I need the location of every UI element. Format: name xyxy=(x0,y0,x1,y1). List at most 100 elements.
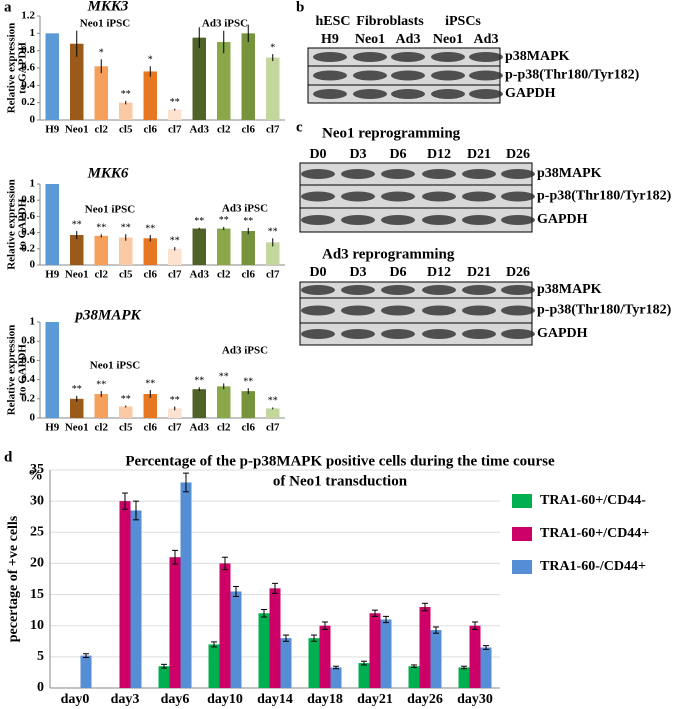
y-tick-label: 0.6 xyxy=(21,354,35,366)
bar xyxy=(192,389,206,418)
x-tick-label: day6 xyxy=(161,692,190,707)
bar xyxy=(266,408,280,418)
blot-band xyxy=(422,215,456,225)
blot-band xyxy=(462,329,496,339)
bar xyxy=(480,647,492,688)
blot-band xyxy=(301,169,335,179)
blot-band xyxy=(469,89,503,99)
significance: ** xyxy=(243,377,253,388)
bar xyxy=(380,619,392,688)
x-tick-label: cl2 xyxy=(95,124,109,136)
x-tick-label: Ad3 xyxy=(189,124,209,136)
blot-row-label: p38MAPK xyxy=(537,282,602,297)
blot-band xyxy=(381,305,415,316)
x-tick-label: cl6 xyxy=(144,124,158,136)
panel-label: b xyxy=(296,0,304,15)
bar xyxy=(241,391,255,418)
bar xyxy=(258,613,270,688)
blot-band xyxy=(341,215,375,225)
panel-label: a xyxy=(4,0,12,15)
blot-row-label: GAPDH xyxy=(537,212,588,227)
significance: ** xyxy=(72,219,82,230)
blot-band xyxy=(391,89,425,99)
blot-band xyxy=(501,191,535,202)
significance: ** xyxy=(194,376,204,387)
x-tick-label: H9 xyxy=(45,422,60,434)
lane-label: D6 xyxy=(389,147,406,162)
y-tick-label: 1 xyxy=(30,316,36,328)
bar xyxy=(70,43,84,120)
blot-row-label: GAPDH xyxy=(505,86,556,101)
blot-band xyxy=(313,70,347,81)
chart-title: p38MAPK xyxy=(73,307,141,323)
y-tick-label: 0.4 xyxy=(21,373,35,385)
lane-label: D12 xyxy=(427,147,451,162)
bar xyxy=(266,242,280,265)
significance: * xyxy=(99,48,104,59)
significance: ** xyxy=(121,89,131,100)
blot-band xyxy=(301,215,335,225)
chart-title: Percentage of the p-p38MAPK positive cel… xyxy=(125,453,555,469)
bar xyxy=(70,398,84,418)
bar xyxy=(119,501,131,688)
bar xyxy=(168,248,182,265)
blot-row-label: p-p38(Thr180/Tyr182) xyxy=(505,68,640,83)
blot-band xyxy=(313,89,347,99)
x-tick-label: cl6 xyxy=(242,124,256,136)
x-tick-label: cl7 xyxy=(168,269,182,281)
y-tick-label: 1 xyxy=(30,27,36,39)
blot-band xyxy=(341,191,375,202)
blot-band xyxy=(462,305,496,316)
bar xyxy=(458,667,470,688)
significance: ** xyxy=(72,384,82,395)
y-tick-label: 25 xyxy=(30,525,44,540)
blot-band xyxy=(422,191,456,202)
bar xyxy=(168,408,182,418)
group-label: Ad3 iPSC xyxy=(222,345,268,357)
x-tick-label: cl2 xyxy=(95,422,109,434)
x-tick-label: cl6 xyxy=(144,269,158,281)
x-tick-label: H9 xyxy=(45,124,60,136)
bar xyxy=(430,630,442,688)
bar xyxy=(180,482,192,688)
blot-band xyxy=(501,215,535,225)
x-tick-label: day3 xyxy=(111,692,140,707)
x-tick-label: cl5 xyxy=(119,269,133,281)
y-axis-label: Relative expression xyxy=(6,179,18,270)
lane-label: D21 xyxy=(467,147,491,162)
x-tick-label: cl7 xyxy=(168,422,182,434)
blot-header: Fibroblasts xyxy=(356,14,424,29)
y-tick-label: 0 xyxy=(30,412,36,424)
blot-band xyxy=(381,329,415,339)
blot-band xyxy=(391,52,425,62)
blot-band xyxy=(341,329,375,339)
blot-band xyxy=(381,215,415,225)
bar xyxy=(119,102,133,120)
significance: ** xyxy=(121,394,131,405)
significance: ** xyxy=(219,215,229,226)
group-label: Ad3 iPSC xyxy=(202,18,248,30)
y-tick-label: 0.4 xyxy=(21,226,35,238)
y-tick-label: 0 xyxy=(30,114,36,126)
bar xyxy=(119,237,133,265)
blot-band xyxy=(462,169,496,179)
blot-row-label: p-p38(Thr180/Tyr182) xyxy=(537,189,672,204)
x-tick-label: cl7 xyxy=(168,124,182,136)
bar xyxy=(241,230,255,265)
x-tick-label: cl2 xyxy=(95,269,109,281)
blot-band xyxy=(353,89,387,99)
blot-header: iPSCs xyxy=(445,14,481,29)
x-tick-label: cl2 xyxy=(217,124,231,136)
significance: * xyxy=(270,42,275,53)
blot-band xyxy=(301,191,335,202)
lane-label: D0 xyxy=(309,265,326,280)
legend-label: TRA1-60+/CD44- xyxy=(540,493,646,508)
blot-band xyxy=(431,70,465,81)
blot-band xyxy=(301,285,335,295)
lane-label: Neo1 xyxy=(433,32,463,47)
blot-band xyxy=(501,285,535,295)
blot-title: Ad3 reprogramming xyxy=(322,246,455,262)
legend-swatch xyxy=(512,527,532,541)
x-tick-label: day0 xyxy=(61,692,90,707)
y-tick-label: 0.6 xyxy=(21,62,35,74)
